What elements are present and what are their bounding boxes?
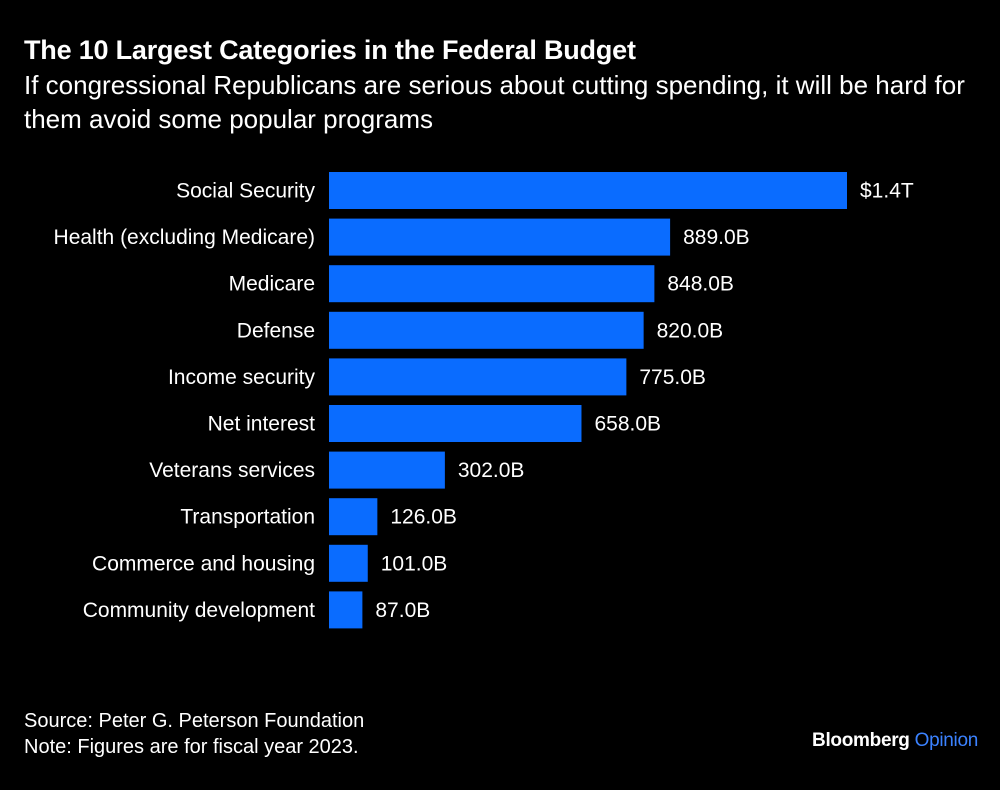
fiscal-year-note: Note: Figures are for fiscal year 2023. [24, 736, 359, 758]
bar-defense [329, 311, 644, 349]
bar-community-development [329, 591, 363, 629]
value-label-transportation: 126.0B [390, 506, 457, 529]
category-label-health-excluding-medicare: Health (excluding Medicare) [54, 226, 315, 249]
category-label-income-security: Income security [168, 366, 316, 389]
bar-net-interest [329, 405, 582, 442]
category-label-commerce-and-housing: Commerce and housing [92, 552, 315, 575]
bar-income-security [329, 358, 627, 396]
chart-title: The 10 Largest Categories in the Federal… [24, 35, 636, 65]
category-label-transportation: Transportation [180, 506, 315, 529]
source-note: Source: Peter G. Peterson Foundation [24, 710, 365, 732]
category-label-net-interest: Net interest [208, 413, 316, 436]
brand-name: Bloomberg [812, 730, 910, 751]
value-label-community-development: 87.0B [375, 599, 430, 622]
value-label-commerce-and-housing: 101.0B [381, 552, 448, 575]
value-label-health-excluding-medicare: 889.0B [683, 226, 750, 249]
bar-health-excluding-medicare [329, 218, 671, 256]
category-label-medicare: Medicare [229, 273, 315, 296]
chart-subtitle: If congressional Republicans are serious… [24, 70, 965, 134]
value-label-net-interest: 658.0B [594, 413, 661, 436]
value-label-veterans-services: 302.0B [458, 459, 525, 482]
value-label-medicare: 848.0B [667, 273, 734, 296]
category-label-defense: Defense [237, 319, 315, 342]
bar-medicare [329, 265, 655, 303]
value-label-income-security: 775.0B [639, 366, 706, 389]
category-label-veterans-services: Veterans services [149, 459, 315, 482]
brand-logo: Bloomberg Opinion [812, 730, 978, 752]
bar-social-security [329, 172, 847, 209]
bar-commerce-and-housing [329, 544, 368, 582]
bar-chart: Social Security $1.4T Health (excluding Me… [54, 172, 914, 629]
value-label-defense: 820.0B [657, 319, 724, 342]
value-label-social-security: $1.4T [860, 180, 914, 203]
bar-transportation [329, 498, 378, 536]
category-label-community-development: Community development [83, 599, 315, 622]
bar-veterans-services [329, 451, 445, 489]
category-label-social-security: Social Security [176, 180, 315, 203]
brand-section: Opinion [914, 730, 979, 751]
chart-footer: Source: Peter G. Peterson Foundation Not… [24, 708, 364, 760]
